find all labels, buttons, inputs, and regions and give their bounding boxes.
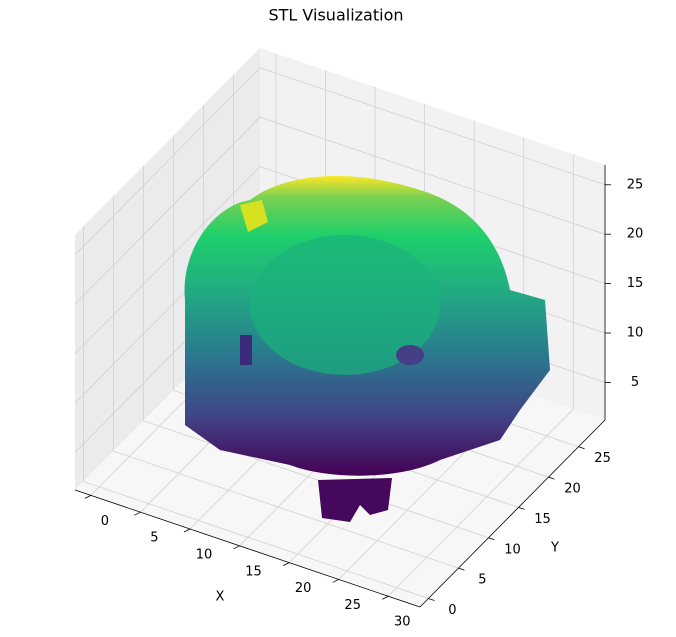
grid-line	[74, 116, 261, 305]
y-tick	[548, 476, 555, 480]
grid-line	[387, 408, 574, 597]
y-tick-label: 15	[534, 512, 551, 527]
x-tick-label: 15	[245, 564, 262, 579]
z-tick-label: 5	[631, 375, 639, 390]
mesh	[184, 176, 550, 522]
mesh-foot	[318, 478, 392, 522]
x-tick-label: 5	[150, 531, 158, 546]
y-tick-label: 0	[448, 603, 456, 618]
x-tick-label: 20	[295, 581, 312, 596]
y-tick-label: 10	[504, 542, 521, 557]
grid-line	[259, 67, 606, 186]
grid-line	[74, 166, 261, 354]
grid-line	[74, 67, 261, 256]
mesh-inner	[250, 235, 440, 375]
mesh-hole	[240, 335, 252, 365]
x-tick-label: 25	[344, 598, 361, 613]
z-tick-label: 25	[627, 177, 644, 192]
z-tick-label: 10	[627, 326, 644, 341]
grid-line	[143, 420, 489, 539]
z-tick-label: 15	[627, 276, 644, 291]
y-tick	[458, 567, 465, 571]
pane-left	[75, 48, 260, 490]
mesh-highlight	[240, 200, 268, 232]
grid-line	[259, 116, 606, 235]
mesh-hole	[396, 345, 424, 365]
x-tick	[282, 562, 290, 566]
axes: 0 5 10 15 20 25 30 0 5 10 15 20 25 5 10 15 20 25	[74, 165, 644, 630]
x-tick	[332, 579, 339, 583]
x-tick	[233, 545, 240, 550]
y-axis	[419, 419, 606, 608]
y-axis-label: Y	[550, 541, 559, 556]
chart-title: STL Visualization	[269, 6, 404, 25]
x-tick	[382, 595, 389, 600]
y-tick-label: 20	[564, 482, 581, 497]
y-tick	[518, 507, 525, 510]
z-tick-label: 20	[627, 227, 644, 242]
x-tick	[134, 511, 141, 516]
y-tick	[578, 446, 585, 450]
x-tick-label: 10	[196, 548, 213, 563]
x-tick	[183, 528, 191, 533]
y-tick-label: 5	[478, 573, 486, 588]
y-tick	[488, 537, 495, 541]
x-tick	[84, 495, 92, 499]
y-tick-label: 25	[594, 451, 611, 466]
grid-line	[83, 481, 429, 599]
y-tick	[428, 598, 435, 601]
x-axis	[74, 489, 421, 608]
x-tick-label: 30	[394, 615, 411, 630]
x-tick-label: 0	[101, 514, 109, 529]
grid-line	[113, 450, 459, 569]
x-axis-label: X	[216, 590, 225, 605]
